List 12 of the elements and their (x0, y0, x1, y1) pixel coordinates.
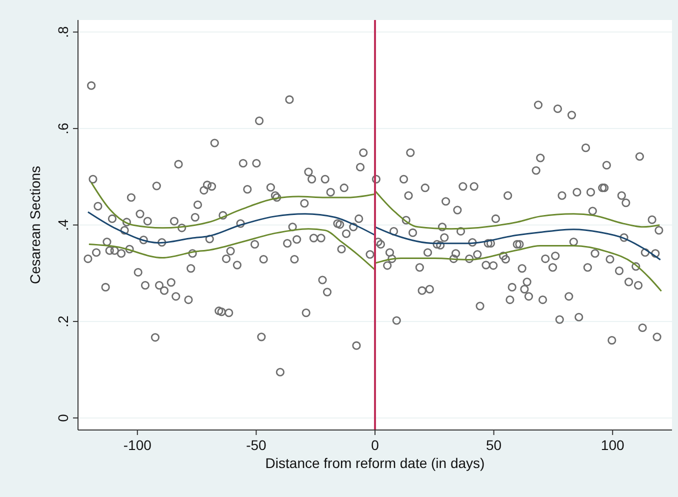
y-tick-label: .4 (55, 218, 71, 231)
x-tick-label: -100 (123, 437, 152, 453)
y-tick-label: 0 (55, 414, 71, 422)
y-tick-label: .2 (55, 315, 71, 328)
y-tick-label: .8 (55, 26, 71, 38)
y-axis-title: Cesarean Sections (27, 166, 43, 284)
x-tick-label: 0 (371, 437, 380, 453)
x-tick-label: -50 (246, 437, 267, 453)
x-tick-label: 50 (486, 437, 502, 453)
y-tick-label: .6 (55, 122, 71, 134)
x-axis-title: Distance from reform date (in days) (265, 455, 485, 471)
x-tick-label: 100 (600, 437, 624, 453)
